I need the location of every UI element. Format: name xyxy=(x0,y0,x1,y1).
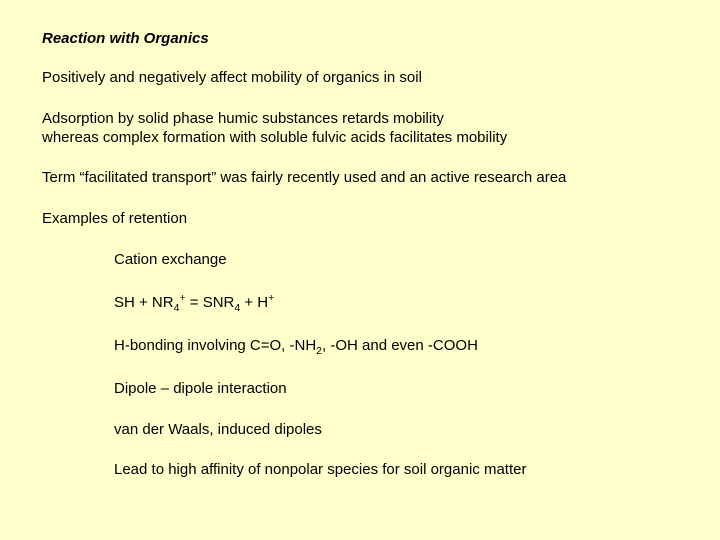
slide: Reaction with Organics Positively and ne… xyxy=(0,0,720,540)
eq-mid: = SNR xyxy=(186,294,235,311)
indent-item-6: Lead to high affinity of nonpolar specie… xyxy=(114,461,678,480)
eq-pre1: SH + NR xyxy=(114,294,174,311)
eq-post: + H xyxy=(240,294,268,311)
item3-post: , -OH and even -COOH xyxy=(322,337,478,354)
paragraph-2-line-2: whereas complex formation with soluble f… xyxy=(42,129,507,146)
item3-pre: H-bonding involving C=O, -NH xyxy=(114,337,316,354)
indent-item-1: Cation exchange xyxy=(114,251,678,270)
indent-item-equation: SH + NR4+ = SNR4 + H+ xyxy=(114,292,678,315)
indent-item-4: Dipole – dipole interaction xyxy=(114,380,678,399)
paragraph-3: Term “facilitated transport” was fairly … xyxy=(42,169,678,188)
paragraph-2: Adsorption by solid phase humic substanc… xyxy=(42,110,678,148)
indent-item-5: van der Waals, induced dipoles xyxy=(114,421,678,440)
paragraph-4: Examples of retention xyxy=(42,210,678,229)
eq-sup2: + xyxy=(268,292,274,304)
indent-block: Cation exchange SH + NR4+ = SNR4 + H+ H-… xyxy=(114,251,678,480)
slide-title: Reaction with Organics xyxy=(42,30,678,47)
paragraph-2-line-1: Adsorption by solid phase humic substanc… xyxy=(42,110,444,127)
paragraph-1: Positively and negatively affect mobilit… xyxy=(42,69,678,88)
indent-item-3: H-bonding involving C=O, -NH2, -OH and e… xyxy=(114,337,678,358)
